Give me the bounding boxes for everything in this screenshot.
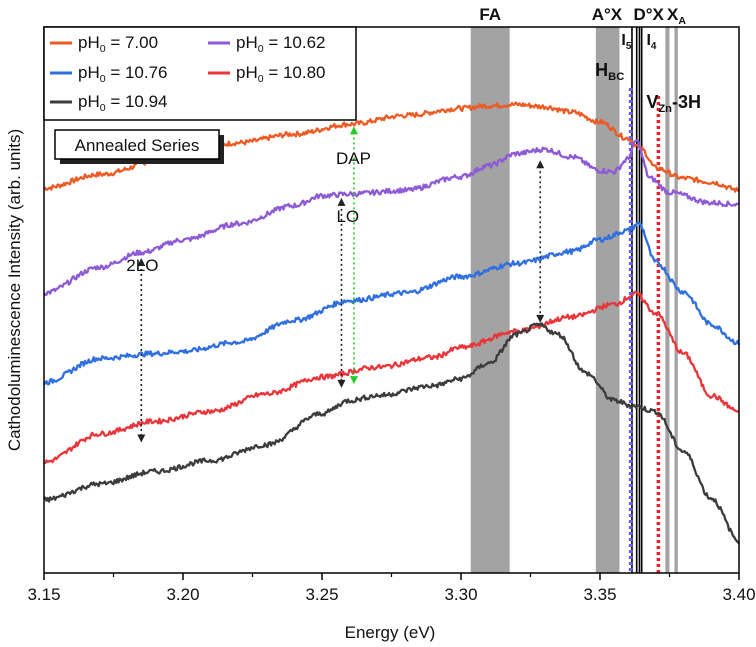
x-tick-label-1: 3.20 (166, 585, 199, 604)
legend-label-2: pH0 = 10.76 (78, 63, 168, 85)
arrow-head-up-1 (337, 197, 346, 206)
legend-box (43, 26, 357, 121)
label-ax: A°X (592, 5, 623, 24)
series-4 (43, 322, 740, 544)
arrow-head-up-2 (349, 126, 358, 135)
x-axis-ticks: 3.15 3.20 3.25 3.30 3.35 3.40 (27, 573, 756, 604)
legend-label-3: pH0 = 10.80 (236, 63, 326, 85)
annotation-dap: DAP (336, 149, 371, 168)
arrow-head-down-3 (536, 314, 545, 323)
legend-label-0: pH0 = 7.00 (78, 33, 158, 55)
band-0 (470, 27, 510, 573)
legend-label-1: pH0 = 10.62 (236, 33, 326, 55)
energy-bands (470, 27, 678, 573)
arrow-head-up-3 (536, 160, 545, 169)
arrow-head-down-0 (137, 434, 146, 443)
y-axis-label: Cathodoluminescence Intensity (arb. unit… (5, 129, 24, 451)
inset-label-text: Annealed Series (75, 136, 200, 155)
arrow-head-down-2 (349, 376, 358, 385)
x-tick-label-4: 3.35 (583, 585, 616, 604)
label-dx: D°X (633, 5, 664, 24)
arrow-head-up-0 (137, 257, 146, 266)
annotation-lo: LO (336, 207, 359, 226)
label-i4: I4 (646, 32, 656, 52)
label-vzn: VZn-3H (646, 92, 701, 115)
series-3 (43, 290, 740, 465)
spectra-series (43, 101, 741, 544)
x-tick-label-0: 3.15 (27, 585, 60, 604)
band-3 (674, 27, 678, 573)
label-hbc: HBC (595, 60, 624, 83)
legend-label-4: pH0 = 10.94 (78, 92, 168, 114)
reference-lines (628, 27, 661, 573)
series-2 (43, 221, 741, 386)
label-xa: XA (667, 5, 686, 27)
arrow-head-down-1 (337, 379, 346, 388)
label-fa: FA (479, 5, 501, 24)
legend: pH0 = 7.00 pH0 = 10.62 pH0 = 10.76 pH0 = 10… (43, 26, 357, 121)
x-tick-label-2: 3.25 (305, 585, 338, 604)
annealed-series-label: Annealed Series (54, 129, 224, 164)
x-tick-label-5: 3.40 (722, 585, 755, 604)
band-1 (595, 27, 620, 573)
label-i5: I5 (621, 32, 631, 52)
annotation-arrows: 2LO LO DAP (126, 126, 545, 443)
x-axis-label: Energy (eV) (345, 623, 436, 642)
band-labels: FA A°X D°X XA I5 I4 HBC VZn-3H (479, 5, 701, 115)
annotation-2lo: 2LO (126, 256, 158, 275)
band-2 (665, 27, 670, 573)
series-1 (43, 139, 740, 297)
x-tick-label-3: 3.30 (444, 585, 477, 604)
